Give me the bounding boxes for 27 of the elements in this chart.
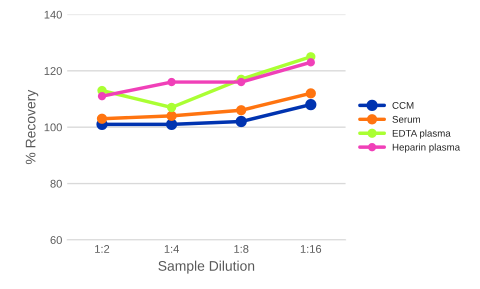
point [306, 58, 315, 67]
y-axis-title: % Recovery [26, 90, 38, 164]
x-tick-label: 1:16 [300, 245, 322, 253]
y-tick-label: 80 [50, 180, 62, 188]
x-axis-title: Sample Dilution [158, 260, 254, 274]
legend-label: Serum [392, 116, 420, 123]
x-tick-label: 1:4 [164, 245, 179, 253]
point [236, 105, 246, 116]
y-tick-label: 100 [44, 123, 62, 132]
point [306, 88, 316, 98]
legend-label: CCM [392, 102, 414, 109]
y-tick-label: 60 [50, 236, 62, 244]
y-tick-label: 120 [44, 67, 62, 75]
point [166, 110, 177, 122]
x-tick-label: 1:2 [95, 245, 110, 253]
point [167, 78, 176, 86]
point [166, 102, 176, 112]
point [236, 116, 247, 128]
point [96, 114, 108, 124]
x-tick-label: 1:8 [234, 245, 248, 253]
point [305, 98, 316, 110]
legend-label: Heparin plasma [392, 144, 460, 153]
point [166, 118, 178, 130]
legend-label: EDTA plasma [392, 130, 451, 139]
y-tick-label: 140 [44, 10, 62, 19]
point [237, 78, 246, 86]
point [98, 92, 106, 100]
